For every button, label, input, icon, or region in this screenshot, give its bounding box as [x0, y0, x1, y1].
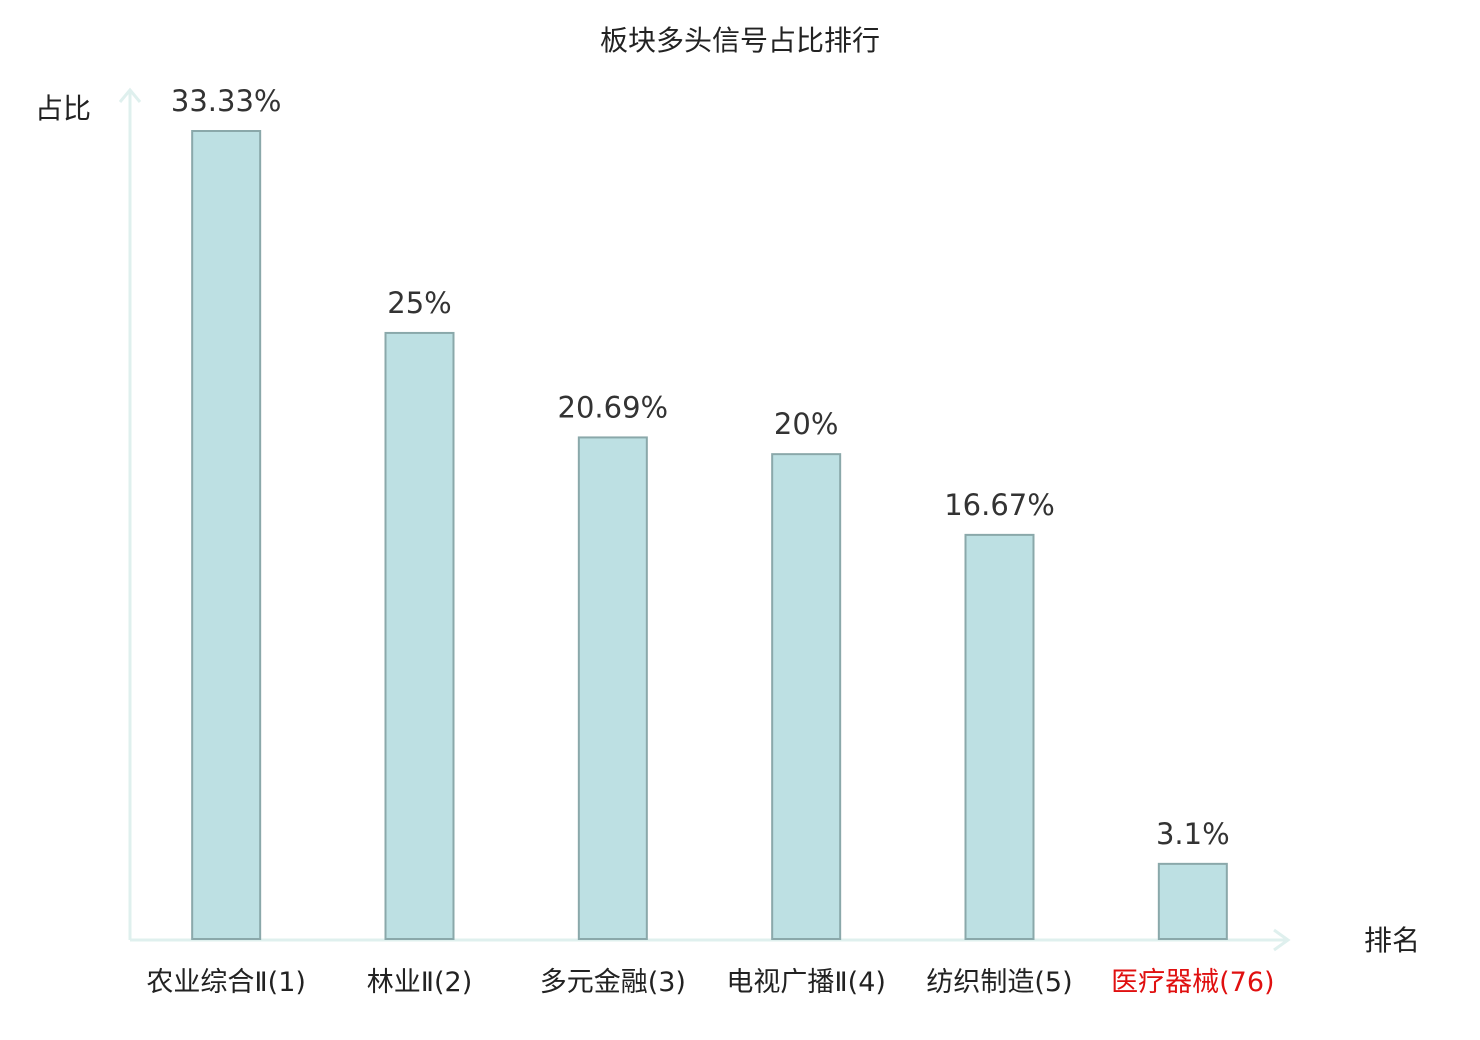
bar — [1157, 862, 1228, 941]
value-label: 20% — [774, 407, 838, 441]
y-axis-arrow — [118, 87, 142, 103]
bar — [384, 331, 455, 940]
x-tick-label: 医疗器械(76) — [1111, 967, 1275, 998]
value-label: 25% — [387, 286, 451, 320]
value-label: 3.1% — [1156, 817, 1230, 851]
value-label: 33.33% — [171, 84, 282, 118]
x-axis-arrow — [1273, 928, 1291, 952]
x-tick-label: 多元金融(3) — [539, 967, 686, 998]
y-axis-label: 占比 — [35, 92, 91, 125]
x-tick-label: 纺织制造(5) — [926, 967, 1073, 998]
value-label: 20.69% — [558, 390, 669, 424]
chart-title: 板块多头信号占比排行 — [600, 24, 880, 57]
bar — [964, 533, 1035, 940]
x-tick-label: 林业Ⅱ(2) — [366, 967, 473, 998]
x-tick-label: 农业综合Ⅱ(1) — [146, 967, 306, 998]
bar — [577, 436, 648, 940]
x-axis-label: 排名 — [1364, 924, 1420, 957]
x-tick-label: 电视广播Ⅱ(4) — [726, 967, 886, 998]
axes — [118, 87, 1291, 952]
value-label: 16.67% — [944, 488, 1055, 522]
bar — [191, 130, 262, 940]
bar — [771, 453, 842, 940]
